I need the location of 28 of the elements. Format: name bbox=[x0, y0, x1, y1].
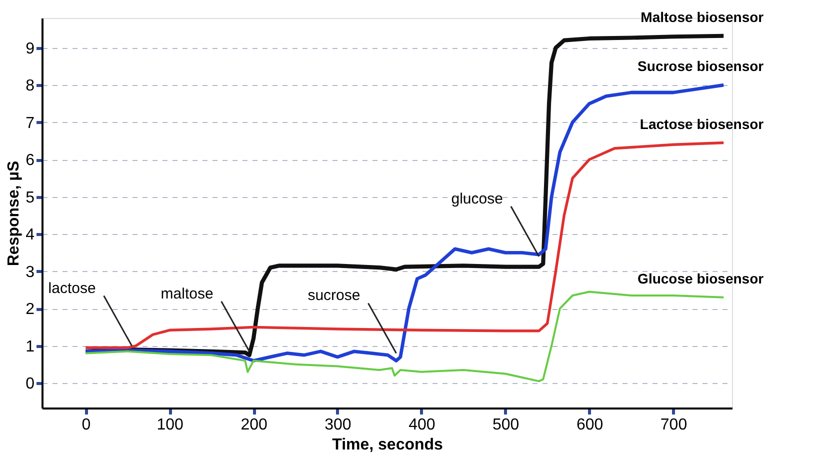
x-tick-label: 200 bbox=[240, 416, 268, 434]
y-tick-label: 6 bbox=[26, 152, 35, 170]
y-axis-title: Response, µS bbox=[6, 160, 23, 266]
x-tick-label: 700 bbox=[660, 416, 688, 434]
y-tick-label: 7 bbox=[26, 114, 35, 132]
x-axis-title: Time, seconds bbox=[332, 436, 444, 454]
y-tick-label: 8 bbox=[26, 78, 35, 95]
x-tick-label: 0 bbox=[82, 416, 91, 434]
y-tick-label: 1 bbox=[26, 338, 35, 356]
y-tick-label: 2 bbox=[26, 301, 35, 318]
series-label: Lactose biosensor bbox=[640, 116, 764, 132]
annotation: maltose bbox=[160, 285, 214, 302]
x-tick-label: 100 bbox=[156, 416, 184, 434]
x-tick-label: 500 bbox=[492, 416, 520, 434]
annotation: sucrose bbox=[308, 287, 360, 304]
series-label: Maltose biosensor bbox=[640, 8, 764, 25]
y-tick-label: 4 bbox=[26, 226, 35, 244]
y-tick-label: 5 bbox=[26, 189, 35, 206]
x-tick-label: 600 bbox=[576, 416, 604, 434]
annotation: lactose bbox=[48, 280, 96, 297]
x-tick-label: 400 bbox=[408, 416, 436, 434]
y-tick-label: 0 bbox=[26, 376, 35, 393]
x-tick-label: 300 bbox=[324, 416, 352, 434]
y-tick-label: 3 bbox=[26, 264, 35, 281]
series-label: Sucrose biosensor bbox=[638, 58, 764, 74]
annotation: glucose bbox=[451, 190, 503, 208]
y-tick-label: 9 bbox=[26, 40, 35, 58]
series-label: Glucose biosensor bbox=[638, 270, 764, 286]
